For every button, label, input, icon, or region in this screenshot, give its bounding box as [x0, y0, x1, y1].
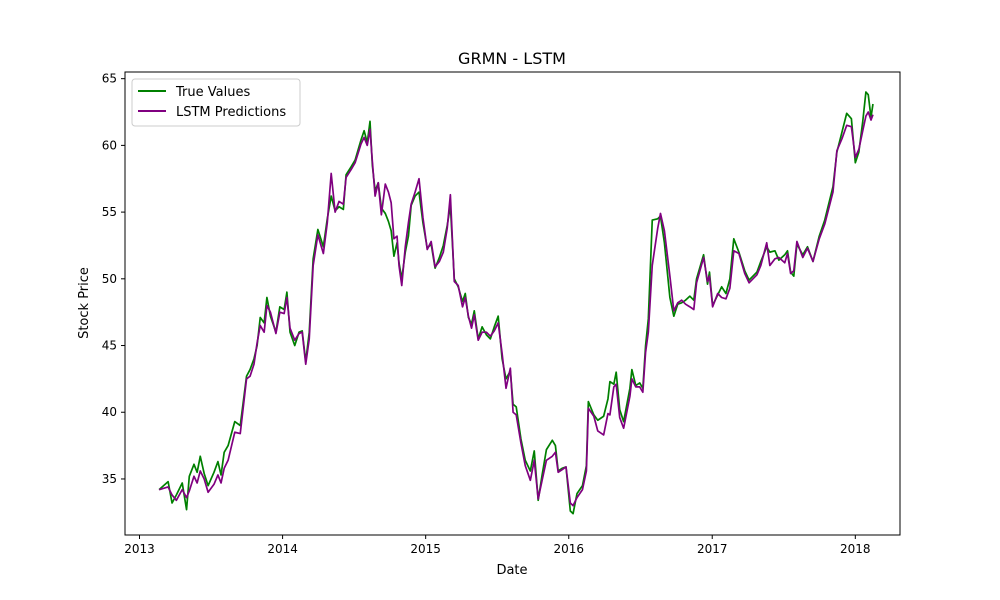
x-axis: 2013 2014 2015 2016 2017 2018 — [124, 535, 871, 556]
y-axis-label: Stock Price — [77, 267, 92, 339]
y-tick-label-65: 65 — [102, 72, 117, 86]
legend-label-lstm-predictions: LSTM Predictions — [176, 105, 286, 120]
series-line-lstm-predictions — [158, 111, 874, 507]
x-tick-label-2015: 2015 — [410, 542, 441, 556]
y-tick-label-40: 40 — [102, 405, 117, 419]
legend: True Values LSTM Predictions — [131, 78, 301, 127]
legend-box — [131, 78, 301, 127]
x-tick-label-2016: 2016 — [553, 542, 584, 556]
chart-title: GRMN - LSTM — [458, 49, 566, 68]
x-tick-label-2017: 2017 — [697, 542, 728, 556]
series-layer — [158, 91, 874, 515]
y-tick-label-55: 55 — [102, 205, 117, 219]
y-axis: 35 40 45 50 55 60 65 — [102, 72, 125, 486]
x-tick-label-2018: 2018 — [840, 542, 871, 556]
legend-label-true-values: True Values — [175, 85, 250, 100]
y-tick-label-45: 45 — [102, 339, 117, 353]
plot-frame — [124, 71, 901, 536]
x-tick-label-2014: 2014 — [267, 542, 298, 556]
x-tick-label-2013: 2013 — [124, 542, 155, 556]
y-tick-label-60: 60 — [102, 138, 117, 152]
x-axis-label: Date — [496, 563, 527, 578]
y-tick-label-50: 50 — [102, 272, 117, 286]
y-tick-label-35: 35 — [102, 472, 117, 486]
